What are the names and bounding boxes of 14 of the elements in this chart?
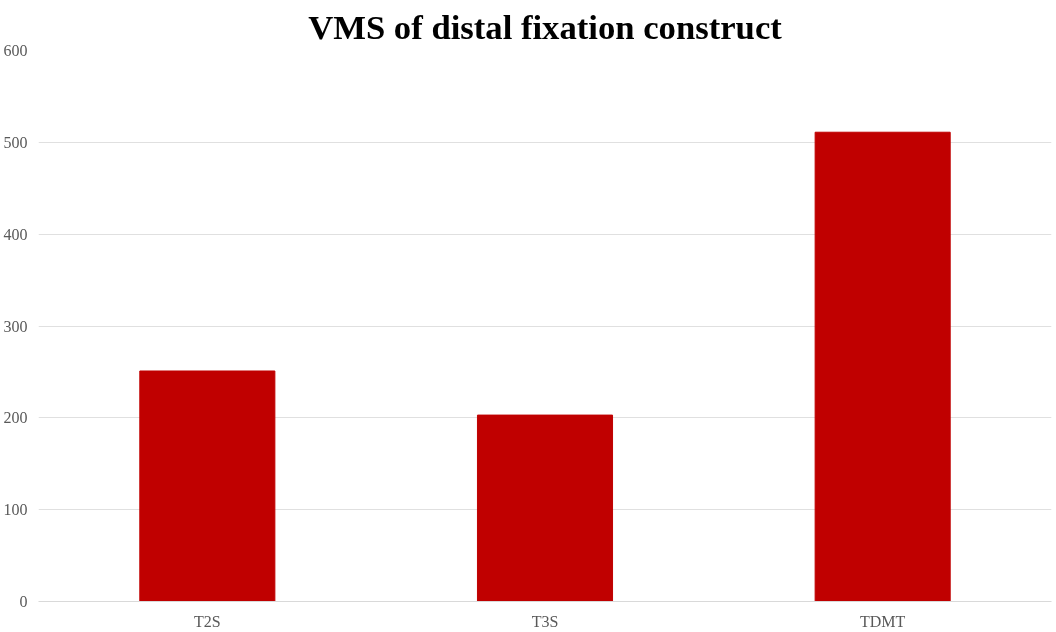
y-tick-label: 100 — [3, 501, 28, 519]
x-tick-label: TDMT — [860, 612, 906, 630]
bar — [139, 370, 276, 602]
y-tick-label: 300 — [3, 317, 28, 335]
y-tick-label: 500 — [3, 133, 28, 151]
chart-title: VMS of distal fixation construct — [308, 7, 783, 46]
y-tick-label: 600 — [3, 42, 28, 59]
y-tick-label: 200 — [3, 409, 28, 427]
bar — [476, 414, 614, 602]
y-tick-label: 0 — [19, 593, 28, 610]
bar — [814, 131, 951, 602]
x-tick-label: T2S — [194, 612, 221, 630]
y-tick-label: 400 — [3, 225, 28, 243]
x-tick-label: T3S — [531, 612, 559, 630]
